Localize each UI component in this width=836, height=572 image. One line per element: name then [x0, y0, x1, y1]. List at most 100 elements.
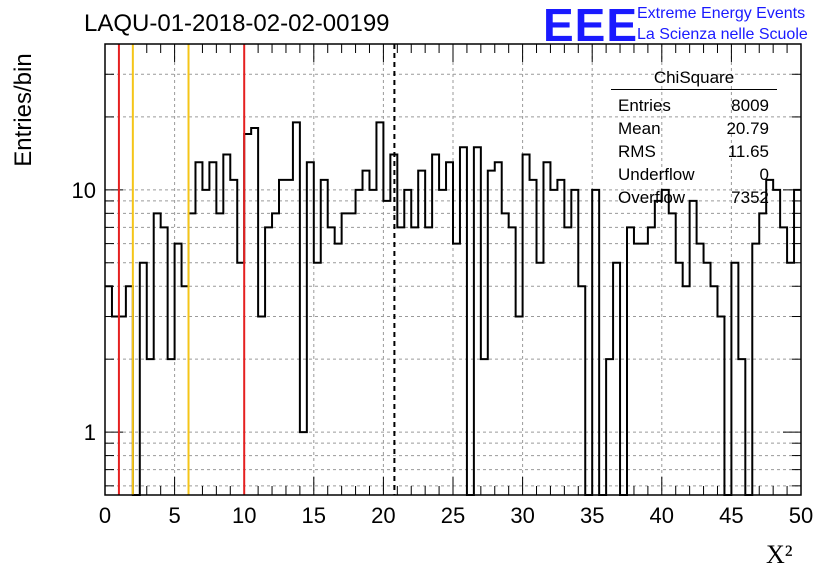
histogram-bin — [481, 359, 488, 495]
histogram-bin — [175, 244, 182, 495]
histogram-bin — [502, 213, 509, 495]
histogram-bin — [516, 317, 523, 495]
histogram-bin — [787, 263, 794, 495]
histogram-bin — [613, 263, 620, 495]
histogram-bin — [794, 190, 801, 495]
histogram-bin — [349, 213, 356, 495]
stat-label: Underflow — [618, 165, 695, 184]
stat-label: RMS — [618, 142, 656, 161]
histogram-bin — [265, 227, 272, 495]
histogram-bin — [488, 171, 495, 495]
histogram-bin — [704, 263, 711, 495]
histogram-bin — [523, 154, 530, 495]
histogram-bin — [543, 162, 550, 495]
histogram-bin — [342, 213, 349, 495]
y-axis-label: Entries/bin — [8, 40, 38, 180]
histogram-bin — [731, 263, 738, 495]
stat-label: Entries — [618, 96, 671, 115]
x-tick-label: 15 — [302, 503, 326, 528]
histogram-bin — [119, 317, 126, 495]
histogram-bin — [697, 244, 704, 495]
histogram-bin — [537, 263, 544, 495]
histogram-bin — [383, 201, 390, 495]
stats-title: ChiSquare — [611, 68, 777, 90]
stat-value: 20.79 — [726, 119, 769, 138]
histogram-bin — [216, 213, 223, 495]
logo-line-1: Extreme Energy Events — [637, 5, 806, 22]
stat-label: Overflow — [618, 188, 686, 207]
histogram-bin — [168, 359, 175, 495]
stat-value: 0 — [759, 165, 769, 184]
histogram-bin — [446, 162, 453, 495]
x-axis-label: X² — [766, 540, 793, 569]
stat-value: 11.65 — [727, 142, 769, 161]
histogram-bin — [397, 227, 404, 495]
histogram-bin — [606, 359, 613, 495]
histogram-bin — [258, 317, 265, 495]
histogram-bin — [655, 201, 662, 495]
stats-box: ChiSquare Entries 8009 Mean 20.79 RMS 11.65… — [611, 68, 777, 209]
histogram-bin — [669, 213, 676, 495]
logo-line-2: La Scienza nelle Scuole — [637, 26, 808, 43]
histogram-bin — [223, 154, 230, 495]
histogram-bin — [780, 227, 787, 495]
histogram-bin — [662, 190, 669, 495]
histogram-bin — [773, 190, 780, 495]
histogram-bin — [209, 162, 216, 495]
histogram-bin — [439, 190, 446, 495]
histogram-bin — [251, 128, 258, 495]
histogram-bin — [759, 213, 766, 495]
histogram-bin — [495, 162, 502, 495]
histogram-bin — [404, 190, 411, 495]
histogram-bin — [564, 227, 571, 495]
histogram-bin — [676, 263, 683, 495]
stat-value: 7352 — [731, 188, 769, 207]
histogram-bin — [711, 286, 718, 495]
plot-frame — [104, 43, 802, 496]
histogram-bin — [571, 190, 578, 495]
histogram-bin — [356, 190, 363, 495]
histogram-bin — [147, 359, 154, 495]
histogram-bin — [202, 190, 209, 495]
histogram-bin — [683, 286, 690, 495]
histogram-bin — [161, 227, 168, 495]
y-axis-label-text: Entries/bin — [10, 53, 37, 167]
histogram-bin — [293, 122, 300, 495]
x-tick-label: 30 — [510, 503, 534, 528]
histogram-bin — [634, 244, 641, 495]
stat-row-entries: Entries 8009 — [611, 94, 777, 117]
histogram-series — [105, 121, 801, 496]
histogram-bin — [690, 201, 697, 495]
y-tick-label: 10 — [72, 178, 96, 203]
histogram-bin — [376, 122, 383, 495]
histogram-bin — [509, 227, 516, 495]
histogram-bin — [717, 317, 724, 495]
histogram-bin — [738, 359, 745, 495]
histogram-bin — [411, 227, 418, 495]
histogram-bin — [425, 227, 432, 495]
stat-row-rms: RMS 11.65 — [611, 140, 777, 163]
x-tick-label: 50 — [789, 503, 813, 528]
x-tick-label: 35 — [580, 503, 604, 528]
histogram-bin — [627, 227, 634, 495]
histogram-bin — [154, 213, 161, 495]
histogram-bin — [641, 244, 648, 495]
histogram-bin — [648, 227, 655, 495]
histogram-bin — [244, 134, 251, 495]
histogram-bin — [328, 227, 335, 495]
y-tick-label: 1 — [84, 420, 96, 445]
histogram-bin — [752, 244, 759, 495]
x-tick-label: 45 — [719, 503, 743, 528]
x-tick-label: 0 — [99, 503, 111, 528]
chart-title: LAQU-01-2018-02-02-00199 — [84, 10, 390, 37]
histogram-bin — [578, 286, 585, 495]
logo-mark: EEE — [543, 0, 639, 51]
histogram-bin — [126, 286, 133, 495]
histogram-bin — [195, 162, 202, 495]
histogram-bin — [307, 162, 314, 495]
x-tick-label: 40 — [650, 503, 674, 528]
histogram-bin — [432, 154, 439, 495]
histogram-bin — [272, 213, 279, 495]
x-tick-label: 5 — [168, 503, 180, 528]
